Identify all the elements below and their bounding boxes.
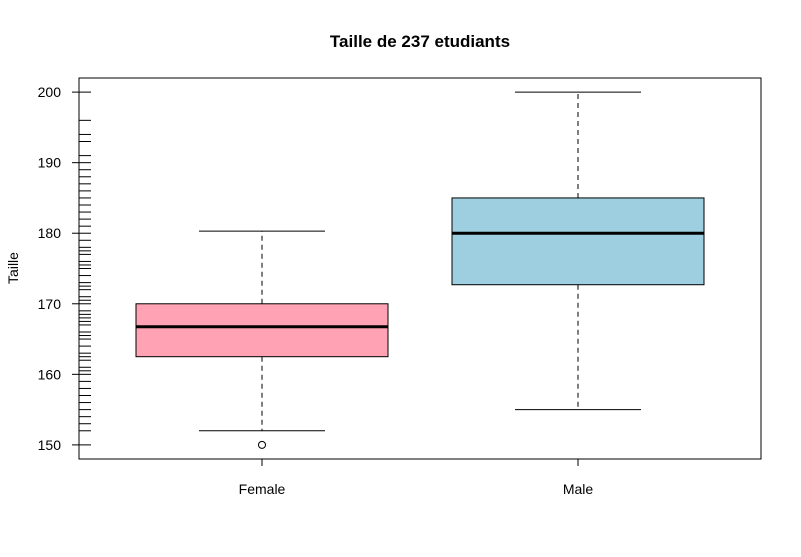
plot-frame [78,77,762,460]
outlier-point [258,440,266,449]
chart-title: Taille de 237 etudiants [330,32,510,51]
rug-marks [79,91,91,446]
box-female [135,230,389,449]
y-tick-label: 180 [38,225,62,241]
x-axis: Female Male [239,459,594,497]
x-tick-label: Female [239,481,286,497]
y-tick-label: 160 [38,366,62,382]
iqr-box [135,303,389,358]
boxes-group [135,91,705,449]
y-axis: 150 160 170 180 190 200 [38,84,79,453]
box-male [451,91,705,411]
iqr-box [451,197,705,286]
y-tick-label: 200 [38,84,62,100]
y-tick-label: 190 [38,155,62,171]
y-axis-label: Taille [5,252,21,284]
y-tick-label: 150 [38,437,62,453]
y-tick-label: 170 [38,296,62,312]
x-tick-label: Male [563,481,594,497]
